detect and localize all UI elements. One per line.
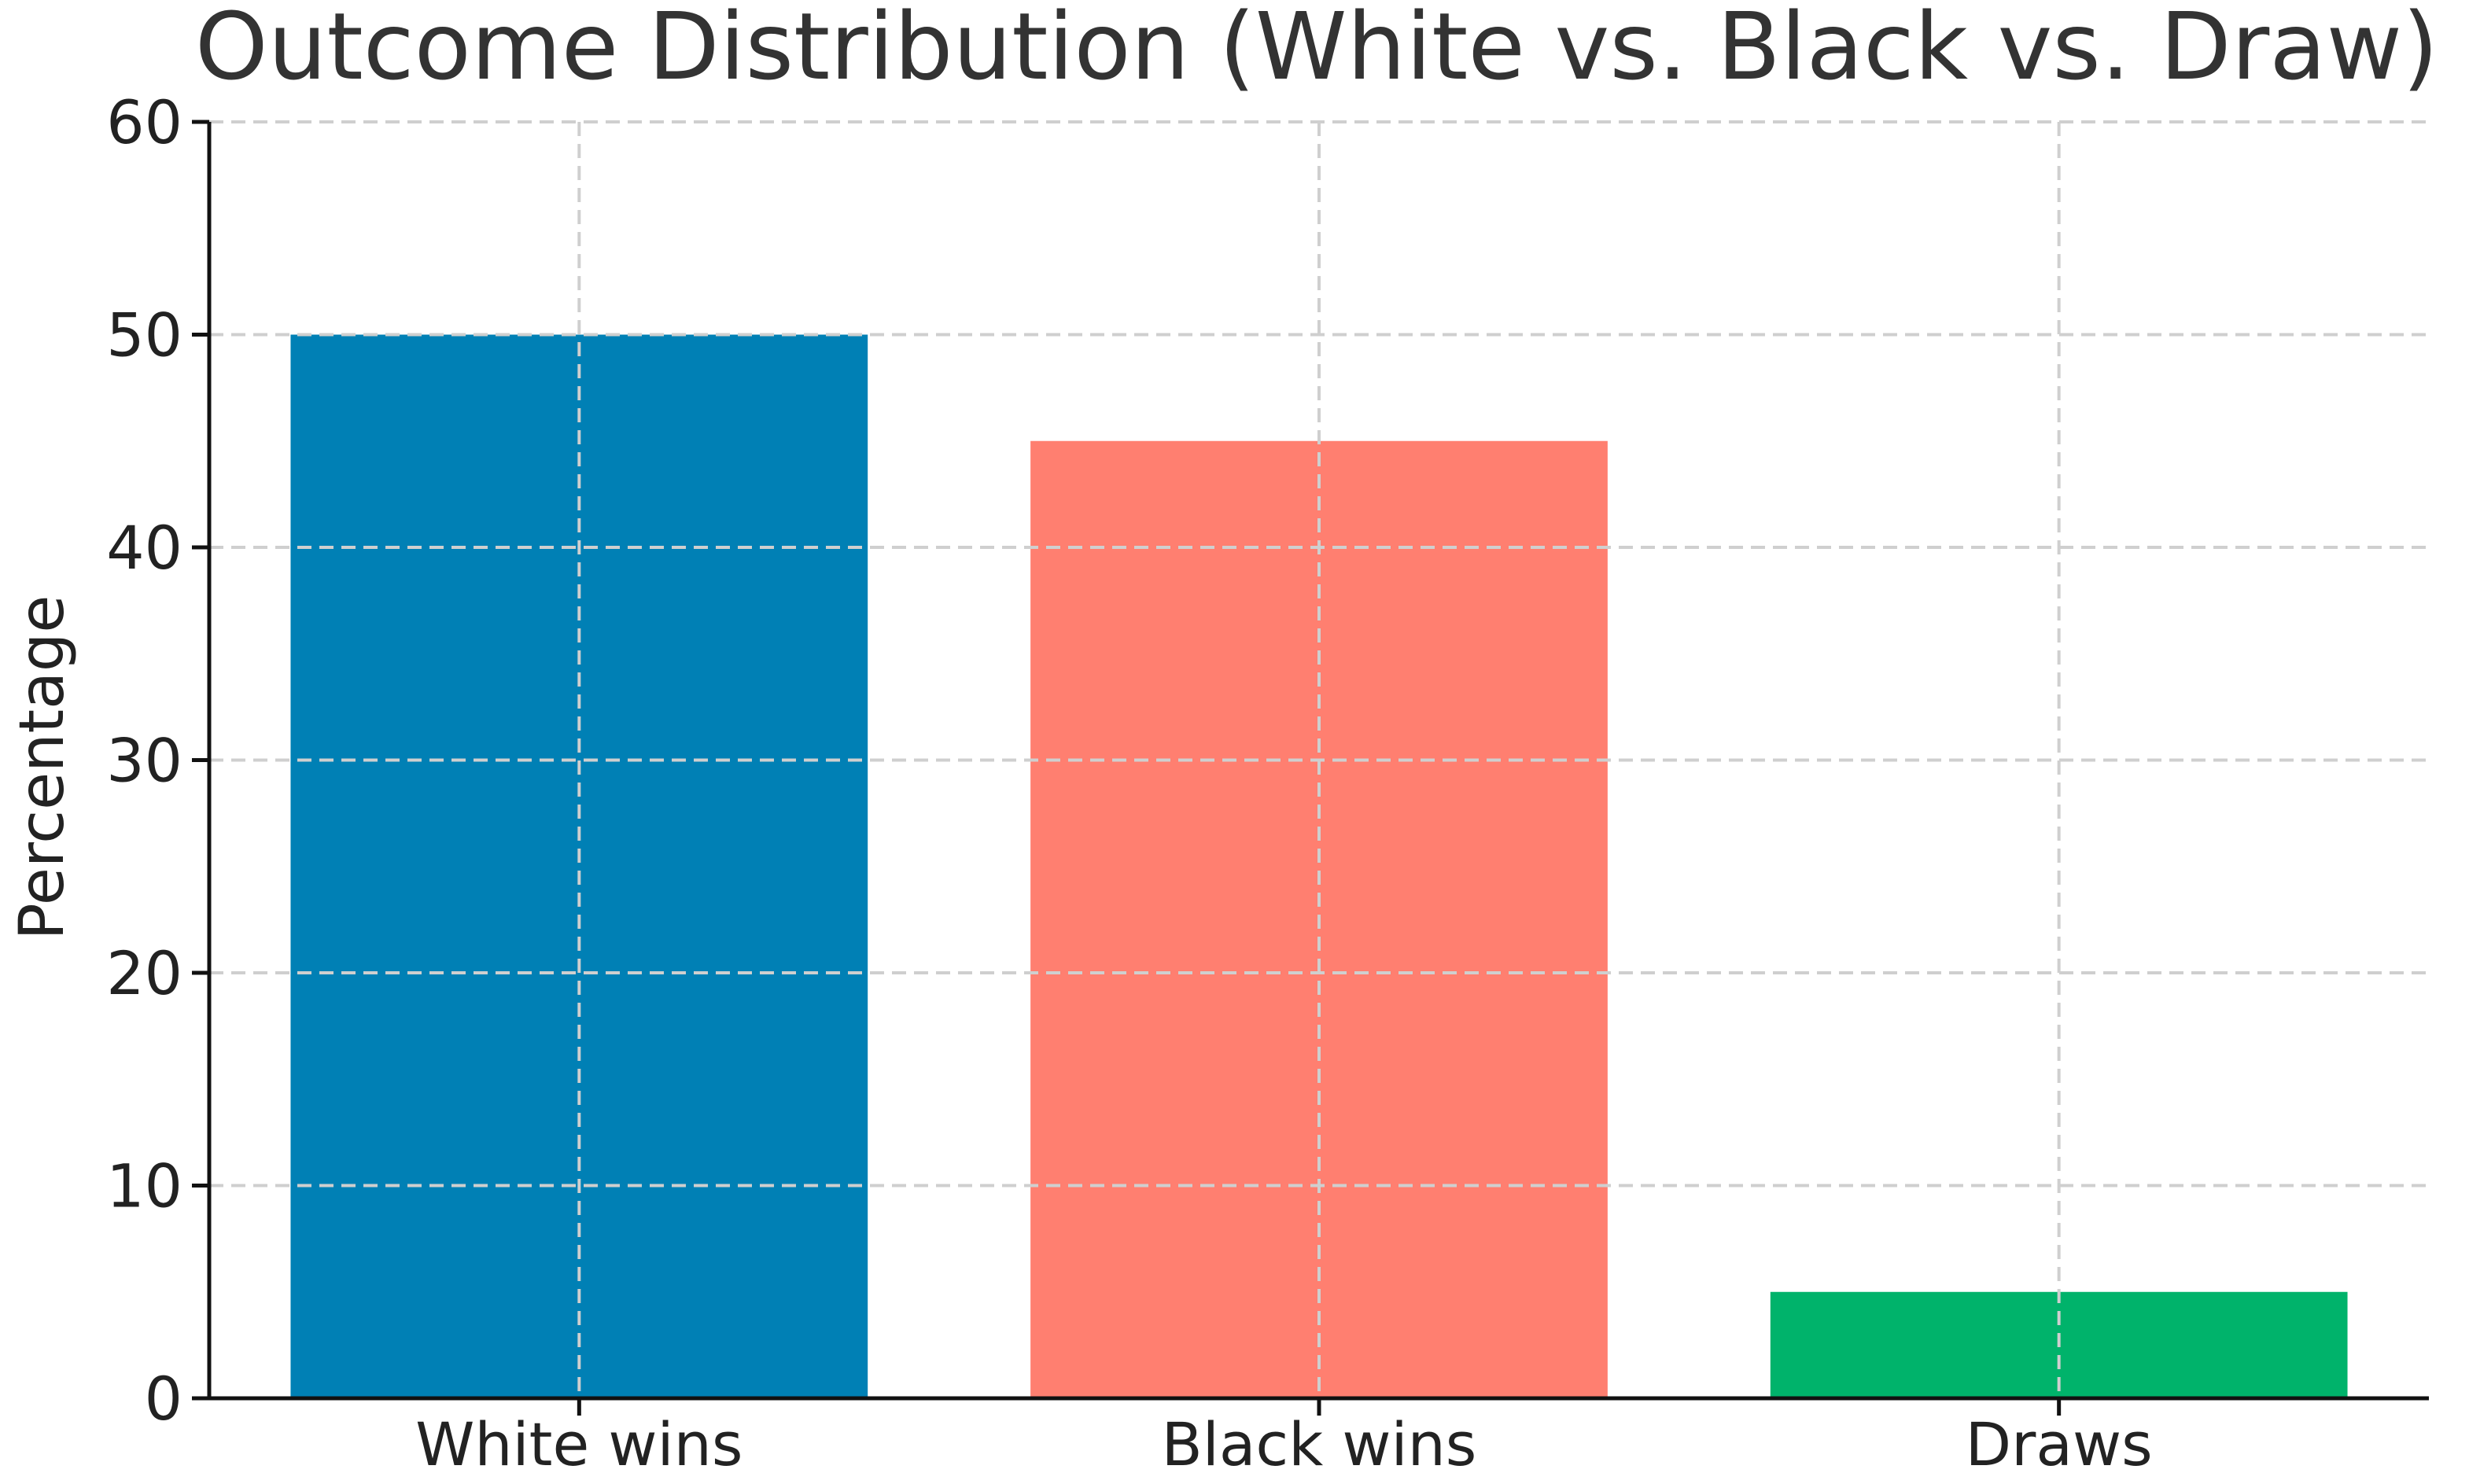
y-tick-label: 40 bbox=[106, 513, 182, 583]
y-tick-label: 20 bbox=[106, 938, 182, 1008]
y-tick-label: 30 bbox=[106, 726, 182, 796]
y-tick-label: 10 bbox=[106, 1151, 182, 1221]
x-tick-label: Black wins bbox=[1162, 1409, 1477, 1479]
bars bbox=[290, 334, 2348, 1398]
y-tick-label: 60 bbox=[106, 87, 182, 157]
ticks: 0 10 20 30 40 50 60 White wins Black wins Draws bbox=[106, 87, 2152, 1479]
y-axis-label: Percentage bbox=[7, 595, 78, 941]
chart-title: Outcome Distribution (White vs. Black vs… bbox=[195, 0, 2438, 101]
bar-white-wins bbox=[290, 334, 868, 1398]
y-tick-label: 0 bbox=[145, 1364, 182, 1434]
grid bbox=[209, 120, 2429, 1398]
y-tick-label: 50 bbox=[106, 300, 182, 370]
x-tick-label: White wins bbox=[415, 1409, 743, 1479]
x-tick-label: Draws bbox=[1966, 1409, 2153, 1479]
